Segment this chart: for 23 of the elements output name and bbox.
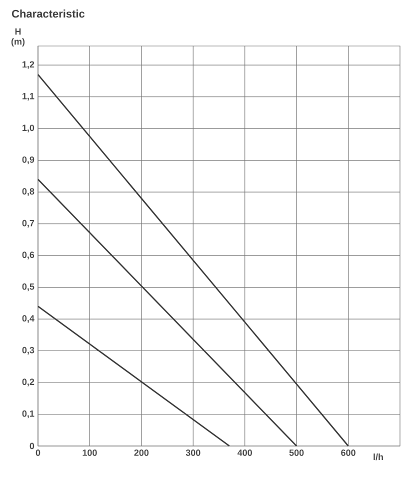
y-tick-label: 0,6 bbox=[22, 252, 34, 260]
chart-title: Characteristic bbox=[12, 10, 85, 18]
x-tick-label: 500 bbox=[289, 450, 304, 456]
x-axis-title: l/h bbox=[374, 454, 383, 460]
x-tick-label: 300 bbox=[186, 450, 200, 456]
y-tick-label: 0,5 bbox=[22, 283, 34, 292]
x-tick-label: 100 bbox=[82, 450, 97, 456]
y-tick-label: 0,7 bbox=[22, 220, 34, 228]
y-tick-label: 0,4 bbox=[22, 315, 34, 323]
x-tick-label: 400 bbox=[237, 450, 252, 456]
y-tick-label: 0,9 bbox=[22, 156, 34, 164]
x-tick-label: 600 bbox=[341, 450, 356, 456]
y-axis-title: H (m) bbox=[11, 28, 25, 46]
x-tick-label: 0 bbox=[36, 450, 40, 456]
y-tick-label: 0 bbox=[30, 442, 34, 450]
y-tick-label: 0,3 bbox=[22, 346, 34, 355]
y-tick-label: 0,1 bbox=[22, 410, 34, 418]
y-tick-label: 1,2 bbox=[22, 61, 34, 69]
y-tick-label: 0,2 bbox=[22, 378, 34, 386]
y-tick-label: 1,1 bbox=[22, 93, 34, 101]
y-tick-label: 0,8 bbox=[22, 188, 34, 196]
y-tick-label: 1,0 bbox=[22, 124, 34, 132]
x-tick-label: 200 bbox=[134, 450, 149, 456]
